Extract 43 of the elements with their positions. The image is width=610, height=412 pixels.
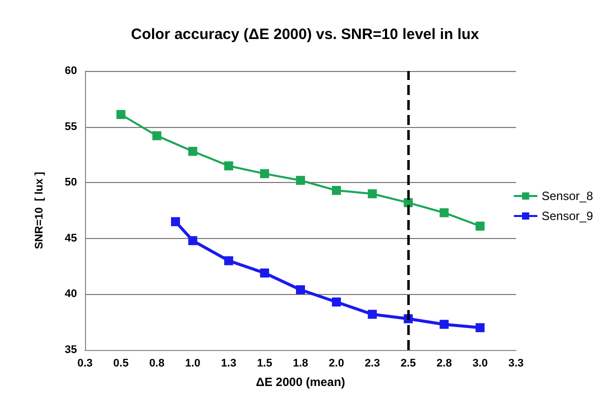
- y-tick-label: 40: [64, 288, 77, 300]
- point: [440, 208, 449, 218]
- legend-label: Sensor_9: [542, 209, 594, 223]
- x-tick-label: 0.5: [113, 358, 129, 370]
- point: [116, 110, 126, 120]
- x-tick-label: 2.0: [328, 358, 344, 370]
- x-tick-label: 0.8: [149, 358, 164, 370]
- point: [440, 320, 449, 329]
- y-tick-label: 55: [64, 120, 77, 133]
- chart-title: Color accuracy (ΔE 2000) vs. SNR=10 level in lux: [130, 26, 480, 43]
- point: [188, 146, 198, 156]
- y-tick-label: 45: [64, 232, 77, 244]
- point: [476, 222, 485, 231]
- y-axis-title: SNR=10 [ lux ]: [34, 172, 46, 250]
- point: [332, 298, 341, 307]
- x-axis-title: ΔE 2000 (mean): [256, 375, 346, 389]
- x-tick-label: 3.3: [508, 358, 524, 370]
- point: [368, 310, 377, 319]
- point: [224, 256, 234, 266]
- point: [260, 268, 270, 278]
- point: [188, 236, 198, 246]
- point: [332, 186, 341, 195]
- point: [296, 176, 305, 185]
- legend-label: Sensor_8: [542, 189, 594, 203]
- x-tick-label: 1.3: [221, 358, 236, 370]
- x-tick-label: 2.8: [436, 358, 452, 370]
- point: [368, 189, 377, 198]
- point: [260, 169, 270, 178]
- x-tick-label: 0.3: [77, 358, 93, 370]
- x-tick-label: 3.0: [472, 358, 488, 370]
- point: [171, 217, 180, 226]
- point: [224, 161, 234, 170]
- x-tick-label: 2.5: [400, 358, 416, 370]
- y-tick-label: 35: [64, 344, 77, 356]
- x-tick-label: 1.5: [256, 358, 272, 370]
- x-tick-label: 2.3: [364, 358, 380, 370]
- x-tick-label: 1.0: [185, 358, 200, 370]
- point: [152, 131, 162, 140]
- point: [476, 323, 485, 332]
- x-tick-label: 1.8: [292, 358, 308, 370]
- y-tick-label: 50: [64, 176, 77, 189]
- point: [296, 285, 305, 294]
- y-tick-label: 60: [64, 65, 77, 77]
